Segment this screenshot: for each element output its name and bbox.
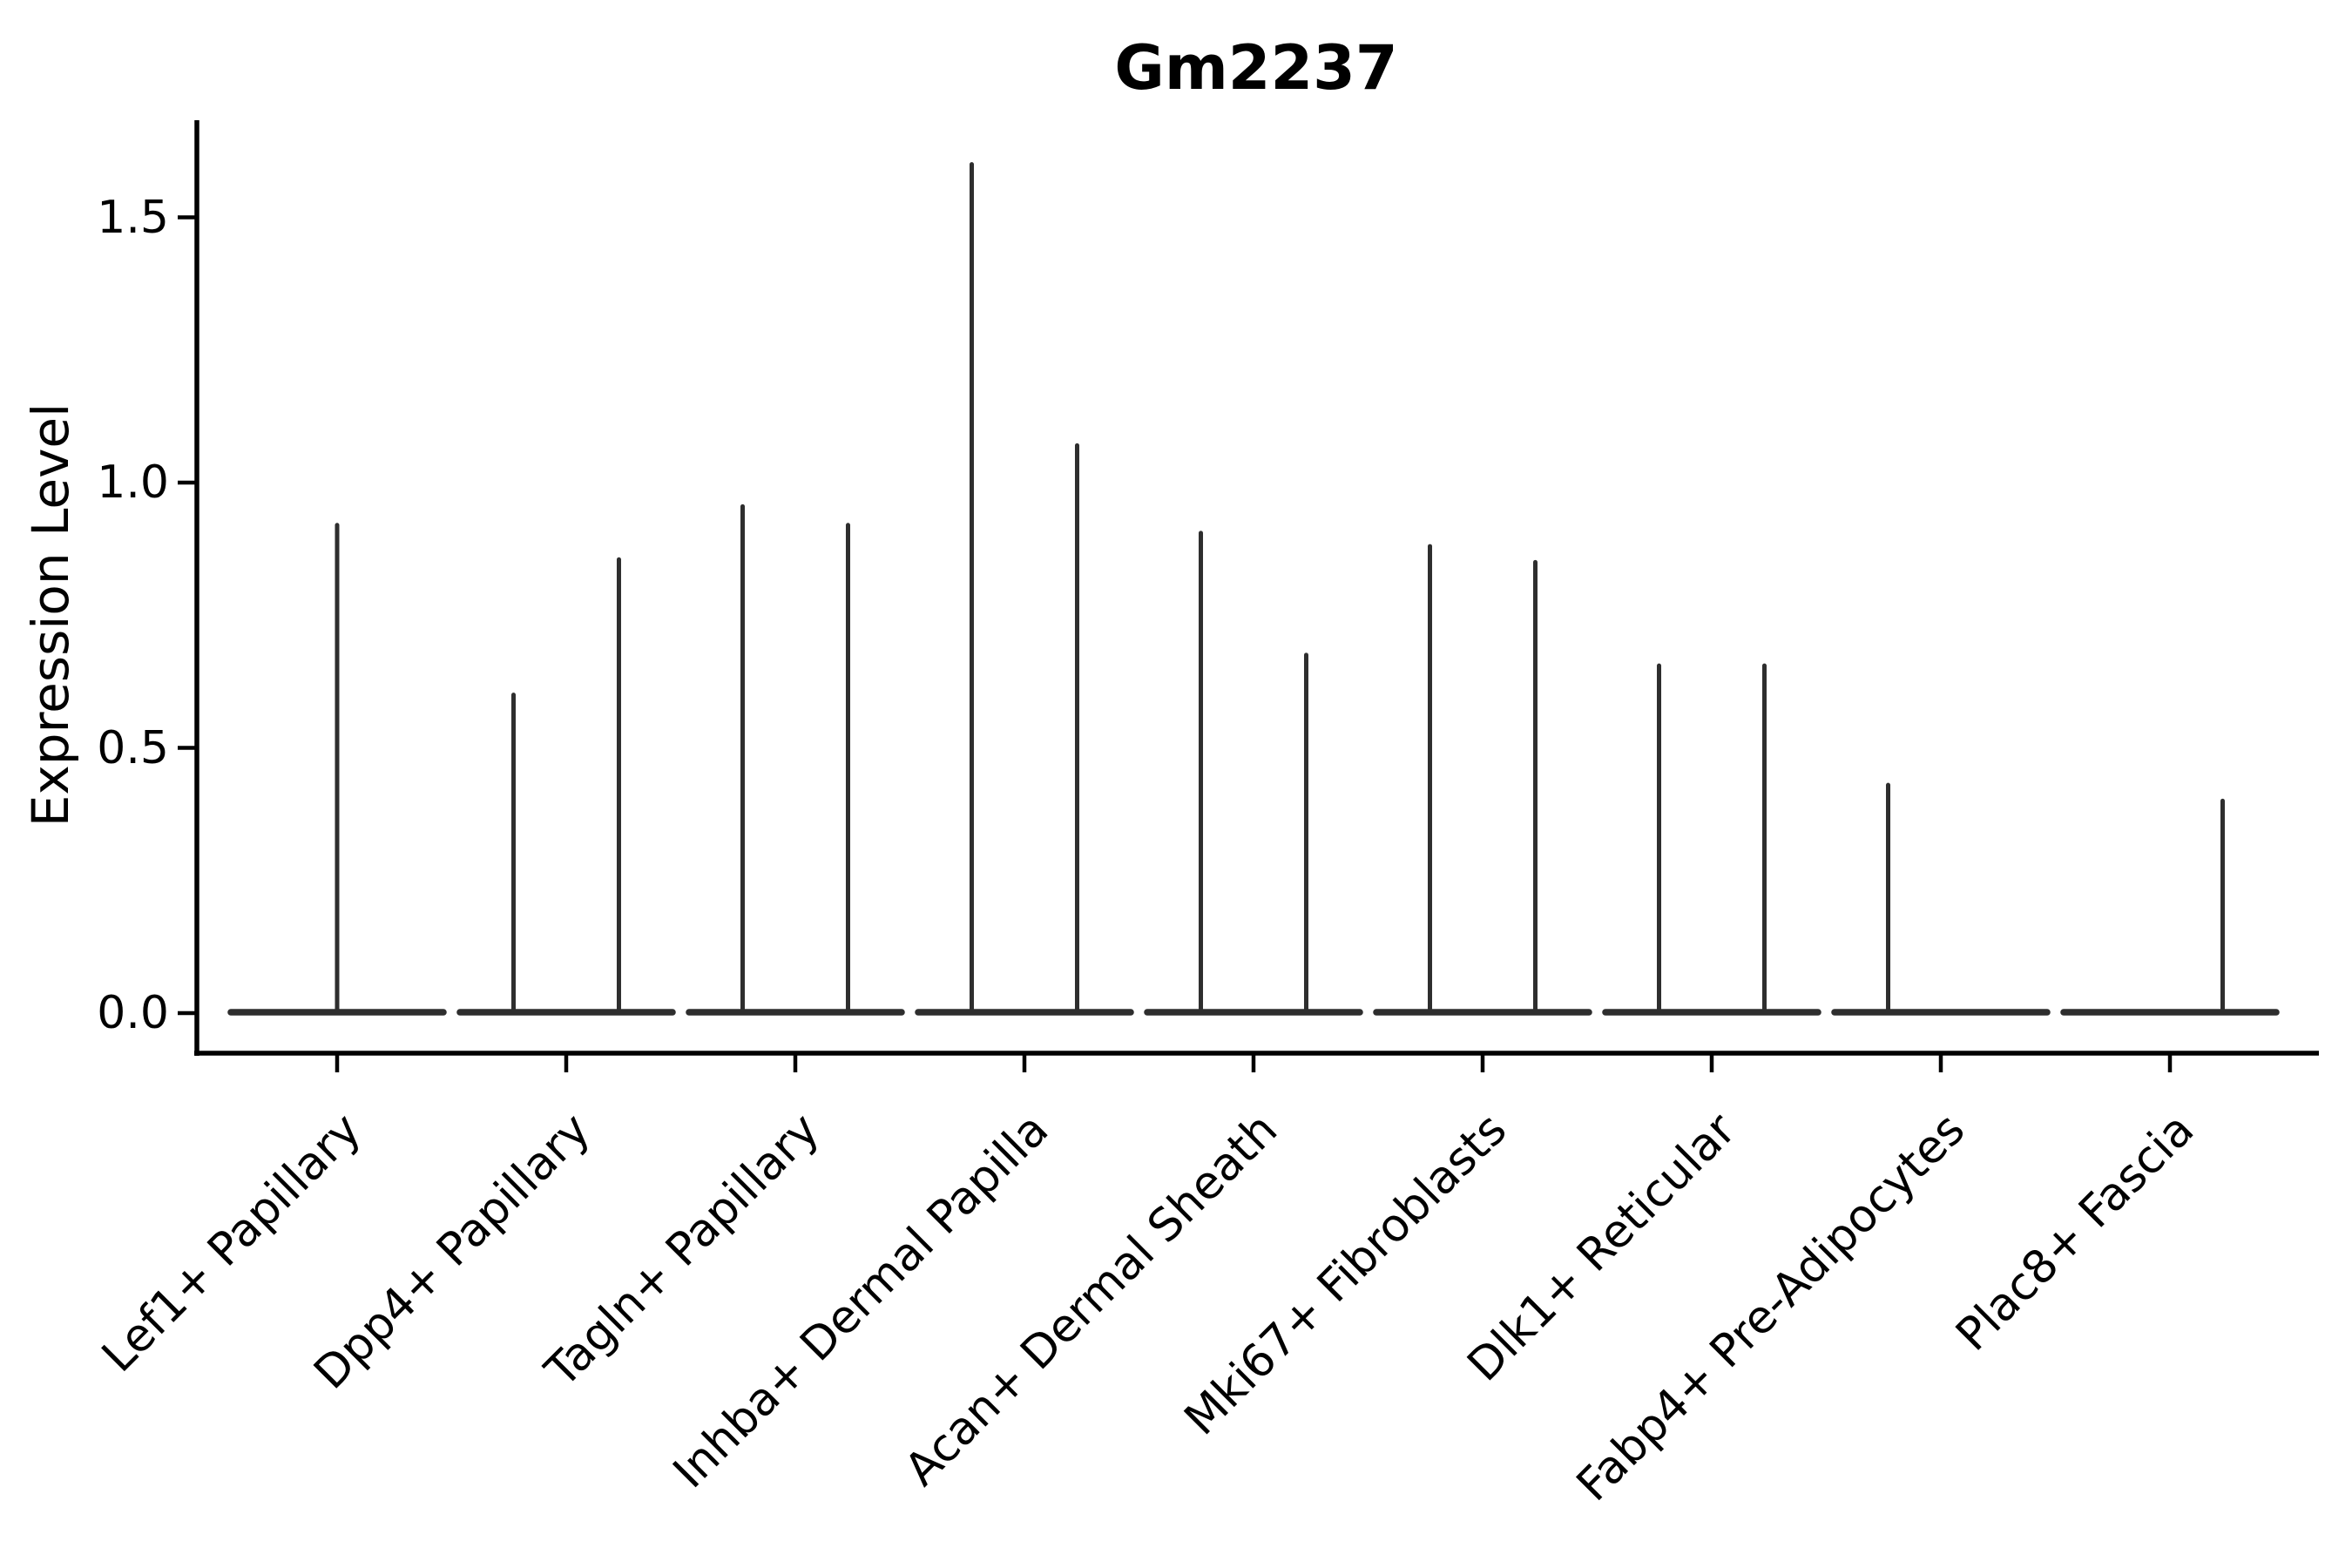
- x-axis-ticks: [335, 1053, 2173, 1072]
- y-tick-label: 1.5: [97, 192, 169, 244]
- y-tick-label: 1.0: [97, 456, 169, 509]
- x-tick-label: Inhba+ Dermal Papilla: [664, 1104, 1058, 1498]
- violins-layer: [227, 162, 2280, 1016]
- y-axis-ticks: [178, 215, 197, 1016]
- y-axis-label: Expression Level: [21, 403, 80, 827]
- y-tick-label: 0.0: [97, 987, 169, 1039]
- y-tick-label: 0.5: [97, 722, 169, 774]
- chart-title: Gm2237: [1114, 32, 1397, 104]
- x-tick-label: Fabp4+ Pre-Adipocytes: [1567, 1104, 1975, 1511]
- x-tick-label: Plac8+ Fascia: [1946, 1104, 2204, 1362]
- x-tick-label: Acan+ Dermal Sheath: [896, 1104, 1288, 1497]
